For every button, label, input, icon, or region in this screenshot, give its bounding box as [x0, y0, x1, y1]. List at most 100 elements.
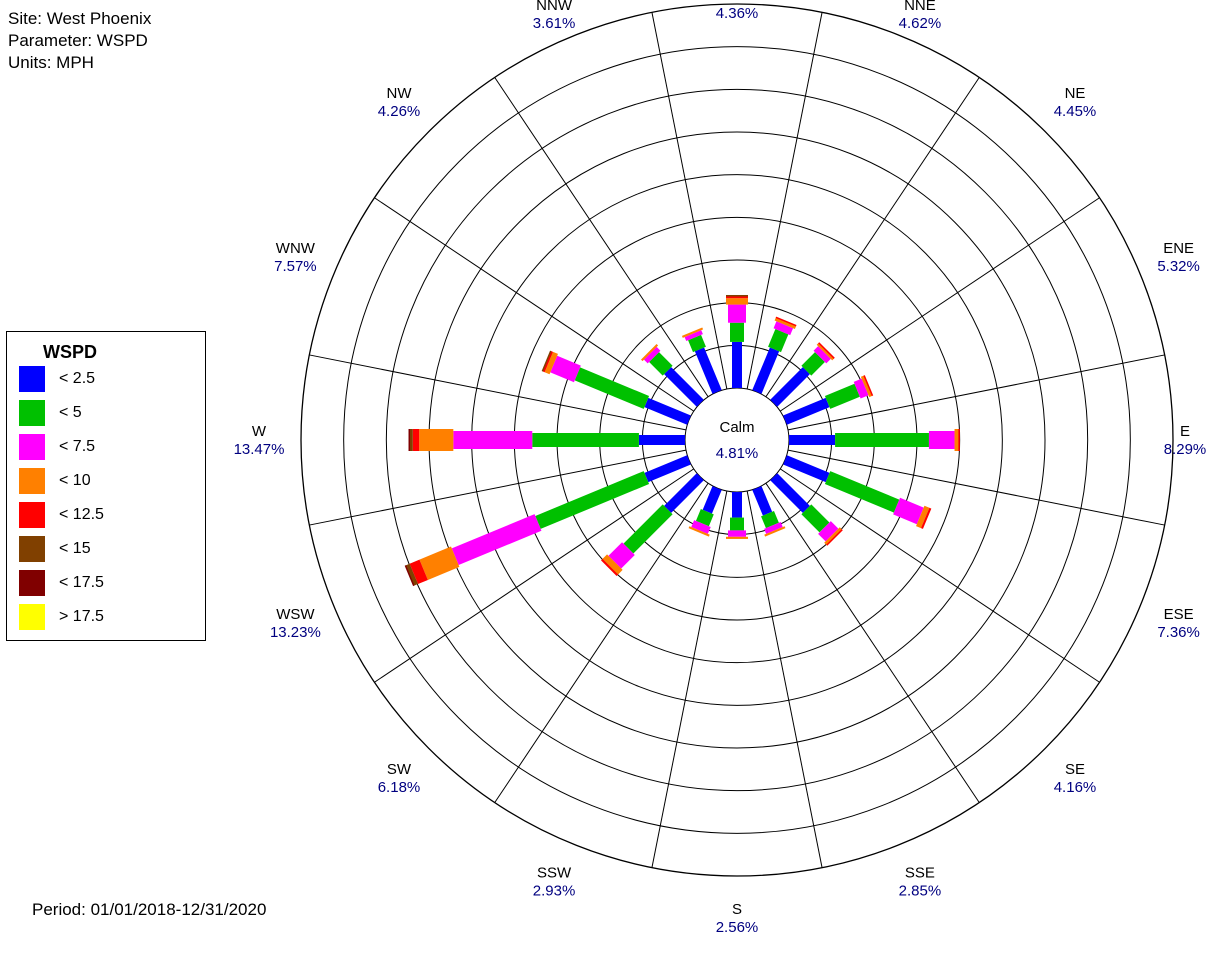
direction-percent: 8.29% — [1164, 441, 1207, 458]
bar-segment — [608, 542, 635, 569]
bar-segment — [728, 304, 746, 323]
bar-segment — [643, 346, 661, 364]
direction-percent: 4.62% — [899, 15, 942, 32]
direction-label: ENE — [1163, 240, 1194, 257]
bar-segment — [732, 341, 742, 388]
grid-spoke — [651, 490, 728, 868]
bar-segment — [954, 429, 959, 451]
bar-segment — [408, 429, 411, 451]
bar-segment — [770, 367, 810, 407]
grid-spoke — [309, 354, 687, 431]
bar-segment — [816, 342, 835, 361]
legend: WSPD < 2.5 < 5 < 7.5 < 10 < 12.5 < 15 < … — [6, 331, 206, 641]
bar-segment — [453, 431, 533, 449]
period-label: Period: 01/01/2018-12/31/2020 — [32, 900, 267, 919]
bar-segment — [574, 367, 650, 409]
direction-label: NW — [387, 85, 413, 102]
bar-segment — [542, 351, 554, 373]
bar-segment — [773, 321, 794, 336]
legend-item: > 17.5 — [19, 604, 104, 630]
direction-bar-SSE — [752, 486, 786, 537]
bar-segment — [644, 455, 691, 483]
chart-info: Site: West Phoenix Parameter: WSPD Units… — [8, 8, 151, 74]
direction-bar-WSW — [404, 455, 691, 587]
direction-bar-N — [726, 294, 748, 388]
bar-segment — [783, 455, 830, 483]
bar-segment — [623, 504, 673, 554]
direction-label: SE — [1065, 761, 1085, 778]
bar-segment — [764, 526, 786, 537]
grid-ring — [385, 88, 1089, 792]
direction-percent: 7.36% — [1157, 624, 1200, 641]
direction-label: W — [252, 423, 267, 440]
direction-bar-W — [408, 429, 685, 451]
bar-segment — [818, 342, 835, 359]
bar-segment — [541, 350, 552, 372]
parameter-label: Parameter: WSPD — [8, 31, 148, 50]
direction-label: NNE — [904, 0, 936, 14]
bar-segment — [641, 344, 659, 362]
bar-segment — [801, 504, 830, 533]
legend-swatch — [19, 570, 45, 596]
bar-segment — [404, 565, 415, 587]
bar-segment — [726, 294, 748, 297]
bar-segment — [601, 558, 619, 576]
legend-label: < 2.5 — [59, 370, 96, 387]
bar-segment — [688, 526, 710, 537]
bar-segment — [928, 431, 955, 449]
bar-segment — [694, 347, 722, 394]
bar-segment — [824, 471, 900, 513]
direction-bar-NNE — [752, 316, 797, 394]
bar-segment — [691, 520, 711, 534]
direction-percent: 6.18% — [378, 779, 421, 796]
bar-segment — [532, 433, 639, 447]
legend-label: < 17.5 — [59, 574, 104, 591]
bar-segment — [801, 352, 825, 376]
direction-percent: 4.45% — [1054, 103, 1097, 120]
bar-segment — [535, 471, 650, 529]
legend-label: < 12.5 — [59, 506, 104, 523]
bar-segment — [826, 529, 843, 546]
bar-segment — [789, 435, 836, 445]
legend-swatch — [19, 502, 45, 528]
direction-bar-SSW — [688, 486, 722, 537]
bar-segment — [728, 530, 746, 537]
direction-label: S — [732, 901, 742, 918]
grid-ring — [300, 3, 1174, 877]
bar-segment — [732, 492, 742, 518]
bar-segment — [664, 367, 704, 407]
direction-bar-WNW — [541, 350, 691, 425]
direction-label: WNW — [276, 240, 316, 257]
bar-segment — [544, 351, 558, 375]
bar-segment — [863, 375, 874, 397]
direction-bar-ESE — [783, 455, 932, 529]
bar-segment — [774, 317, 797, 329]
site-label: Site: West Phoenix — [8, 9, 152, 28]
direction-label: SSW — [537, 865, 572, 882]
grid-spoke — [765, 482, 980, 803]
bar-segment — [451, 514, 542, 566]
bar-segment — [419, 546, 460, 580]
legend-label: > 17.5 — [59, 608, 104, 625]
grid-spoke — [787, 449, 1165, 526]
direction-percent: 3.61% — [533, 15, 576, 32]
calm-percent: 4.81% — [716, 445, 759, 462]
direction-bar-NW — [641, 344, 704, 407]
grid-spoke — [779, 197, 1100, 412]
direction-bar-NNW — [681, 327, 722, 394]
bar-segment — [412, 429, 420, 451]
bar-segment — [958, 429, 960, 451]
units-label: Units: MPH — [8, 53, 94, 72]
direction-percent: 2.93% — [533, 883, 576, 900]
bar-segment — [649, 352, 673, 376]
direction-bar-ENE — [783, 375, 874, 425]
bar-segment — [405, 563, 419, 586]
bar-segment — [684, 330, 703, 342]
direction-label: ESE — [1164, 606, 1194, 623]
grid-spoke — [374, 197, 695, 412]
direction-bar-SE — [770, 473, 843, 546]
legend-label: < 10 — [59, 472, 91, 489]
direction-label: E — [1180, 423, 1190, 440]
bar-segment — [409, 559, 428, 585]
